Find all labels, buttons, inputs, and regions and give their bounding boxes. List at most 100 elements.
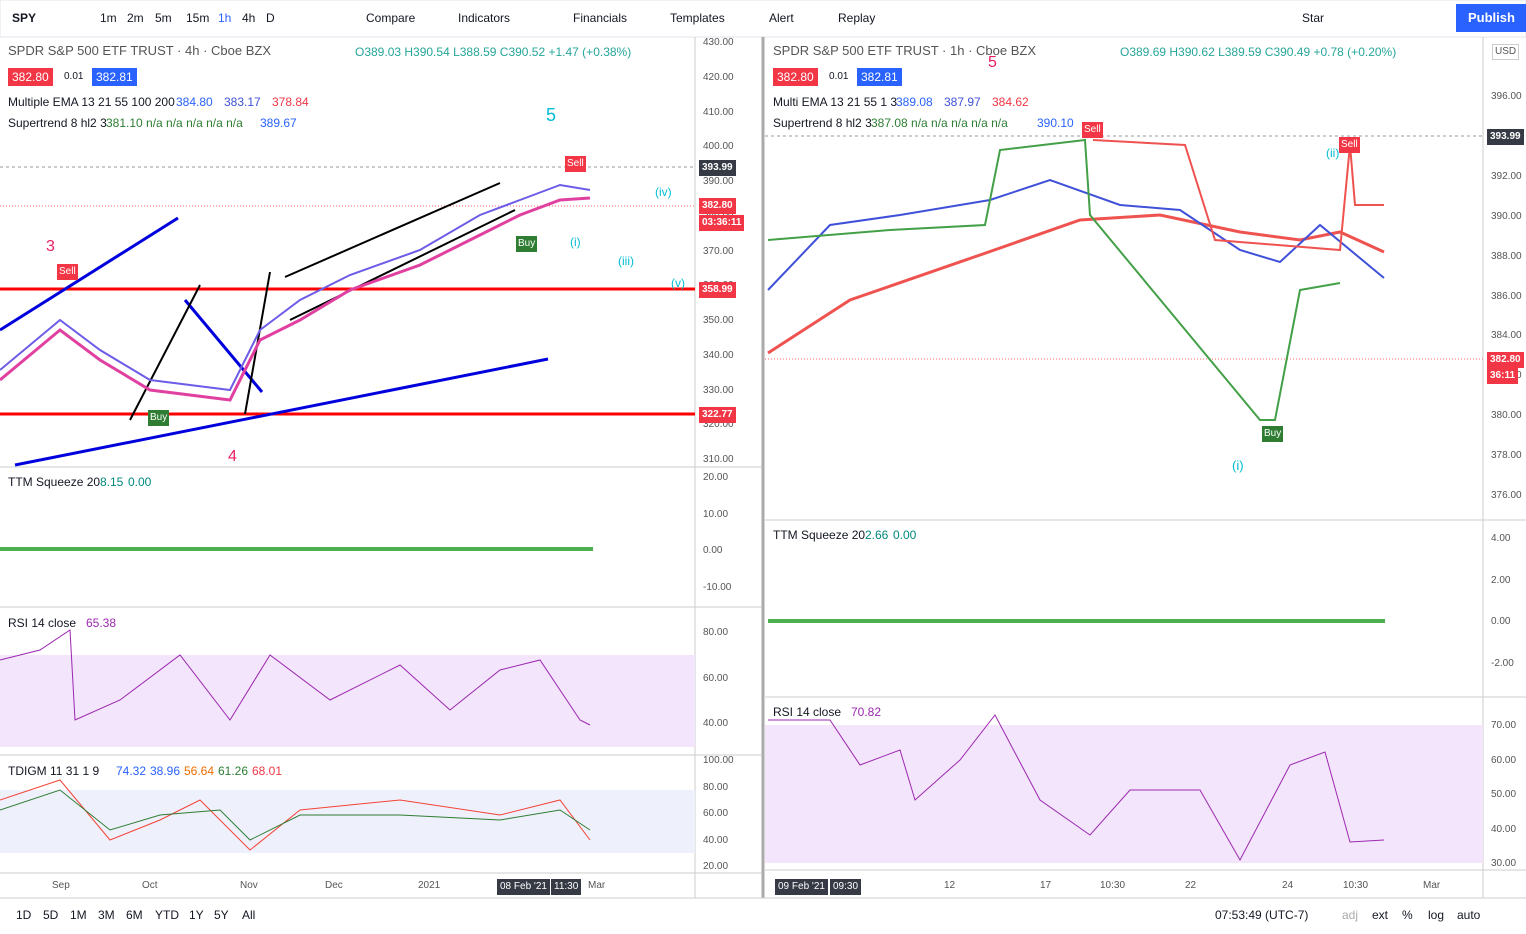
range-button[interactable]: YTD xyxy=(155,908,179,922)
ema-value: 389.08 xyxy=(896,95,933,109)
bid: 382.80 xyxy=(8,68,53,86)
y-tick-label: 378.00 xyxy=(1491,450,1522,462)
y-tick-label: 4.00 xyxy=(1491,533,1511,544)
x-tick-label: 2021 xyxy=(418,880,441,891)
ema-value: 378.84 xyxy=(272,95,309,109)
range-button[interactable]: 6M xyxy=(126,908,143,922)
interval-button[interactable]: 15m xyxy=(186,11,210,25)
range-button[interactable]: 5Y xyxy=(214,908,229,922)
toolbar-button[interactable]: Alert xyxy=(769,11,794,25)
price-label: 36:11 xyxy=(1487,368,1519,384)
wave-label: (v) xyxy=(671,276,685,290)
wave-label: 4 xyxy=(228,448,237,465)
x-tick-label: Dec xyxy=(325,880,343,891)
indicator-value: 70.82 xyxy=(851,705,882,719)
currency-label: USD xyxy=(1492,44,1520,60)
price-label: 393.99 xyxy=(699,160,736,176)
toolbar-button[interactable]: Financials xyxy=(573,11,628,25)
x-tick-label: 12 xyxy=(944,880,956,891)
y-tick-label: 40.00 xyxy=(1491,823,1517,835)
wave-label: Buy xyxy=(516,236,538,252)
indicator-value: 2.66 xyxy=(865,528,889,542)
publish-button[interactable]: Publish xyxy=(1456,4,1526,32)
price-label: 382.80 xyxy=(699,198,736,214)
y-tick-label: 60.00 xyxy=(703,672,729,684)
scale-option[interactable]: adj xyxy=(1342,908,1359,922)
y-tick-label: 340.00 xyxy=(703,349,734,361)
interval-button[interactable]: D xyxy=(266,11,275,25)
scale-option[interactable]: log xyxy=(1428,908,1445,922)
y-tick-label: 40.00 xyxy=(703,834,729,846)
scale-option[interactable]: ext xyxy=(1372,908,1389,922)
toolbar-button[interactable]: Replay xyxy=(838,11,876,25)
wave-label: Sell xyxy=(565,156,586,172)
spread: 0.01 xyxy=(64,71,84,82)
range-button[interactable]: 1M xyxy=(70,908,87,922)
price-label: 03:36:11 xyxy=(699,215,745,231)
interval-button[interactable]: 2m xyxy=(127,11,144,25)
indicator-value: 0.00 xyxy=(893,528,917,542)
x-tick-label: Mar xyxy=(1423,880,1441,891)
indicator-label: TDIGM 11 31 1 9 xyxy=(8,764,100,778)
y-tick-label: 40.00 xyxy=(703,718,729,729)
y-tick-label: 80.00 xyxy=(703,781,729,793)
pane-title: SPDR S&P 500 ETF TRUST · 1h · Cboe BZX xyxy=(773,43,1036,58)
y-tick-label: 0.00 xyxy=(1491,616,1511,628)
indicator-value: 8.15 xyxy=(100,475,124,489)
range-button[interactable]: 5D xyxy=(43,908,59,922)
y-tick-label: 100.00 xyxy=(703,755,734,766)
pane-title: SPDR S&P 500 ETF TRUST · 4h · Cboe BZX xyxy=(8,43,271,58)
x-tick-label: Nov xyxy=(240,880,258,891)
x-tick-label: Oct xyxy=(142,880,158,891)
x-tick-label: 22 xyxy=(1185,880,1197,891)
price-label: 382.80 xyxy=(1487,352,1524,368)
scale-option[interactable]: auto xyxy=(1457,908,1481,922)
x-tick-label: 17 xyxy=(1040,880,1052,891)
indicator-value: 61.26 xyxy=(218,764,249,778)
toolbar-button[interactable]: Compare xyxy=(366,11,416,25)
y-tick-label: 396.00 xyxy=(1491,91,1522,102)
scale-option[interactable]: % xyxy=(1402,908,1413,922)
toolbar-button[interactable]: Indicators xyxy=(458,11,511,25)
interval-button[interactable]: 4h xyxy=(242,11,256,25)
wave-label: 5 xyxy=(546,105,557,125)
y-tick-label: 430.00 xyxy=(703,37,734,48)
toolbar-button[interactable]: Templates xyxy=(670,11,725,25)
ask: 382.81 xyxy=(92,68,137,86)
clock: 07:53:49 (UTC-7) xyxy=(1215,908,1309,922)
wave-label: (iii) xyxy=(618,254,634,268)
y-tick-label: 320.00 xyxy=(703,419,734,431)
y-tick-label: 310.00 xyxy=(703,454,734,465)
ohlc: O389.03 H390.54 L388.59 C390.52 +1.47 (+… xyxy=(355,45,632,59)
wave-label: 3 xyxy=(46,238,55,255)
indicator-value: 38.96 xyxy=(150,764,181,778)
interval-button[interactable]: 5m xyxy=(155,11,172,25)
y-tick-label: -10.00 xyxy=(703,582,732,594)
y-tick-label: 380.00 xyxy=(1491,410,1522,422)
x-tick-label: Mar xyxy=(588,880,606,891)
price-label: 358.99 xyxy=(699,282,736,298)
y-tick-label: 388.00 xyxy=(1491,250,1522,262)
y-tick-label: 350.00 xyxy=(703,315,734,326)
wave-label: Sell xyxy=(1339,137,1360,153)
ema-label: Multiple EMA 13 21 55 100 200 xyxy=(8,95,175,109)
x-tick-label: 09 Feb '21 xyxy=(775,879,828,895)
range-button[interactable]: 1Y xyxy=(189,908,204,922)
range-button[interactable]: 3M xyxy=(98,908,115,922)
x-tick-label: 10:30 xyxy=(1343,880,1369,891)
y-tick-label: 70.00 xyxy=(1491,720,1517,731)
interval-button[interactable]: 1h xyxy=(218,11,232,25)
y-tick-label: 60.00 xyxy=(703,808,729,819)
range-button[interactable]: All xyxy=(242,908,256,922)
wave-label: Buy xyxy=(1262,426,1284,442)
y-tick-label: 392.00 xyxy=(1491,170,1522,182)
symbol: SPY xyxy=(12,11,37,25)
star-button[interactable]: Star xyxy=(1302,11,1325,25)
y-tick-label: 20.00 xyxy=(703,861,729,872)
y-tick-label: 20.00 xyxy=(703,472,729,483)
range-button[interactable]: 1D xyxy=(16,908,32,922)
y-tick-label: 2.00 xyxy=(1491,574,1511,586)
interval-button[interactable]: 1m xyxy=(100,11,117,25)
ema-value: 387.97 xyxy=(944,95,981,109)
